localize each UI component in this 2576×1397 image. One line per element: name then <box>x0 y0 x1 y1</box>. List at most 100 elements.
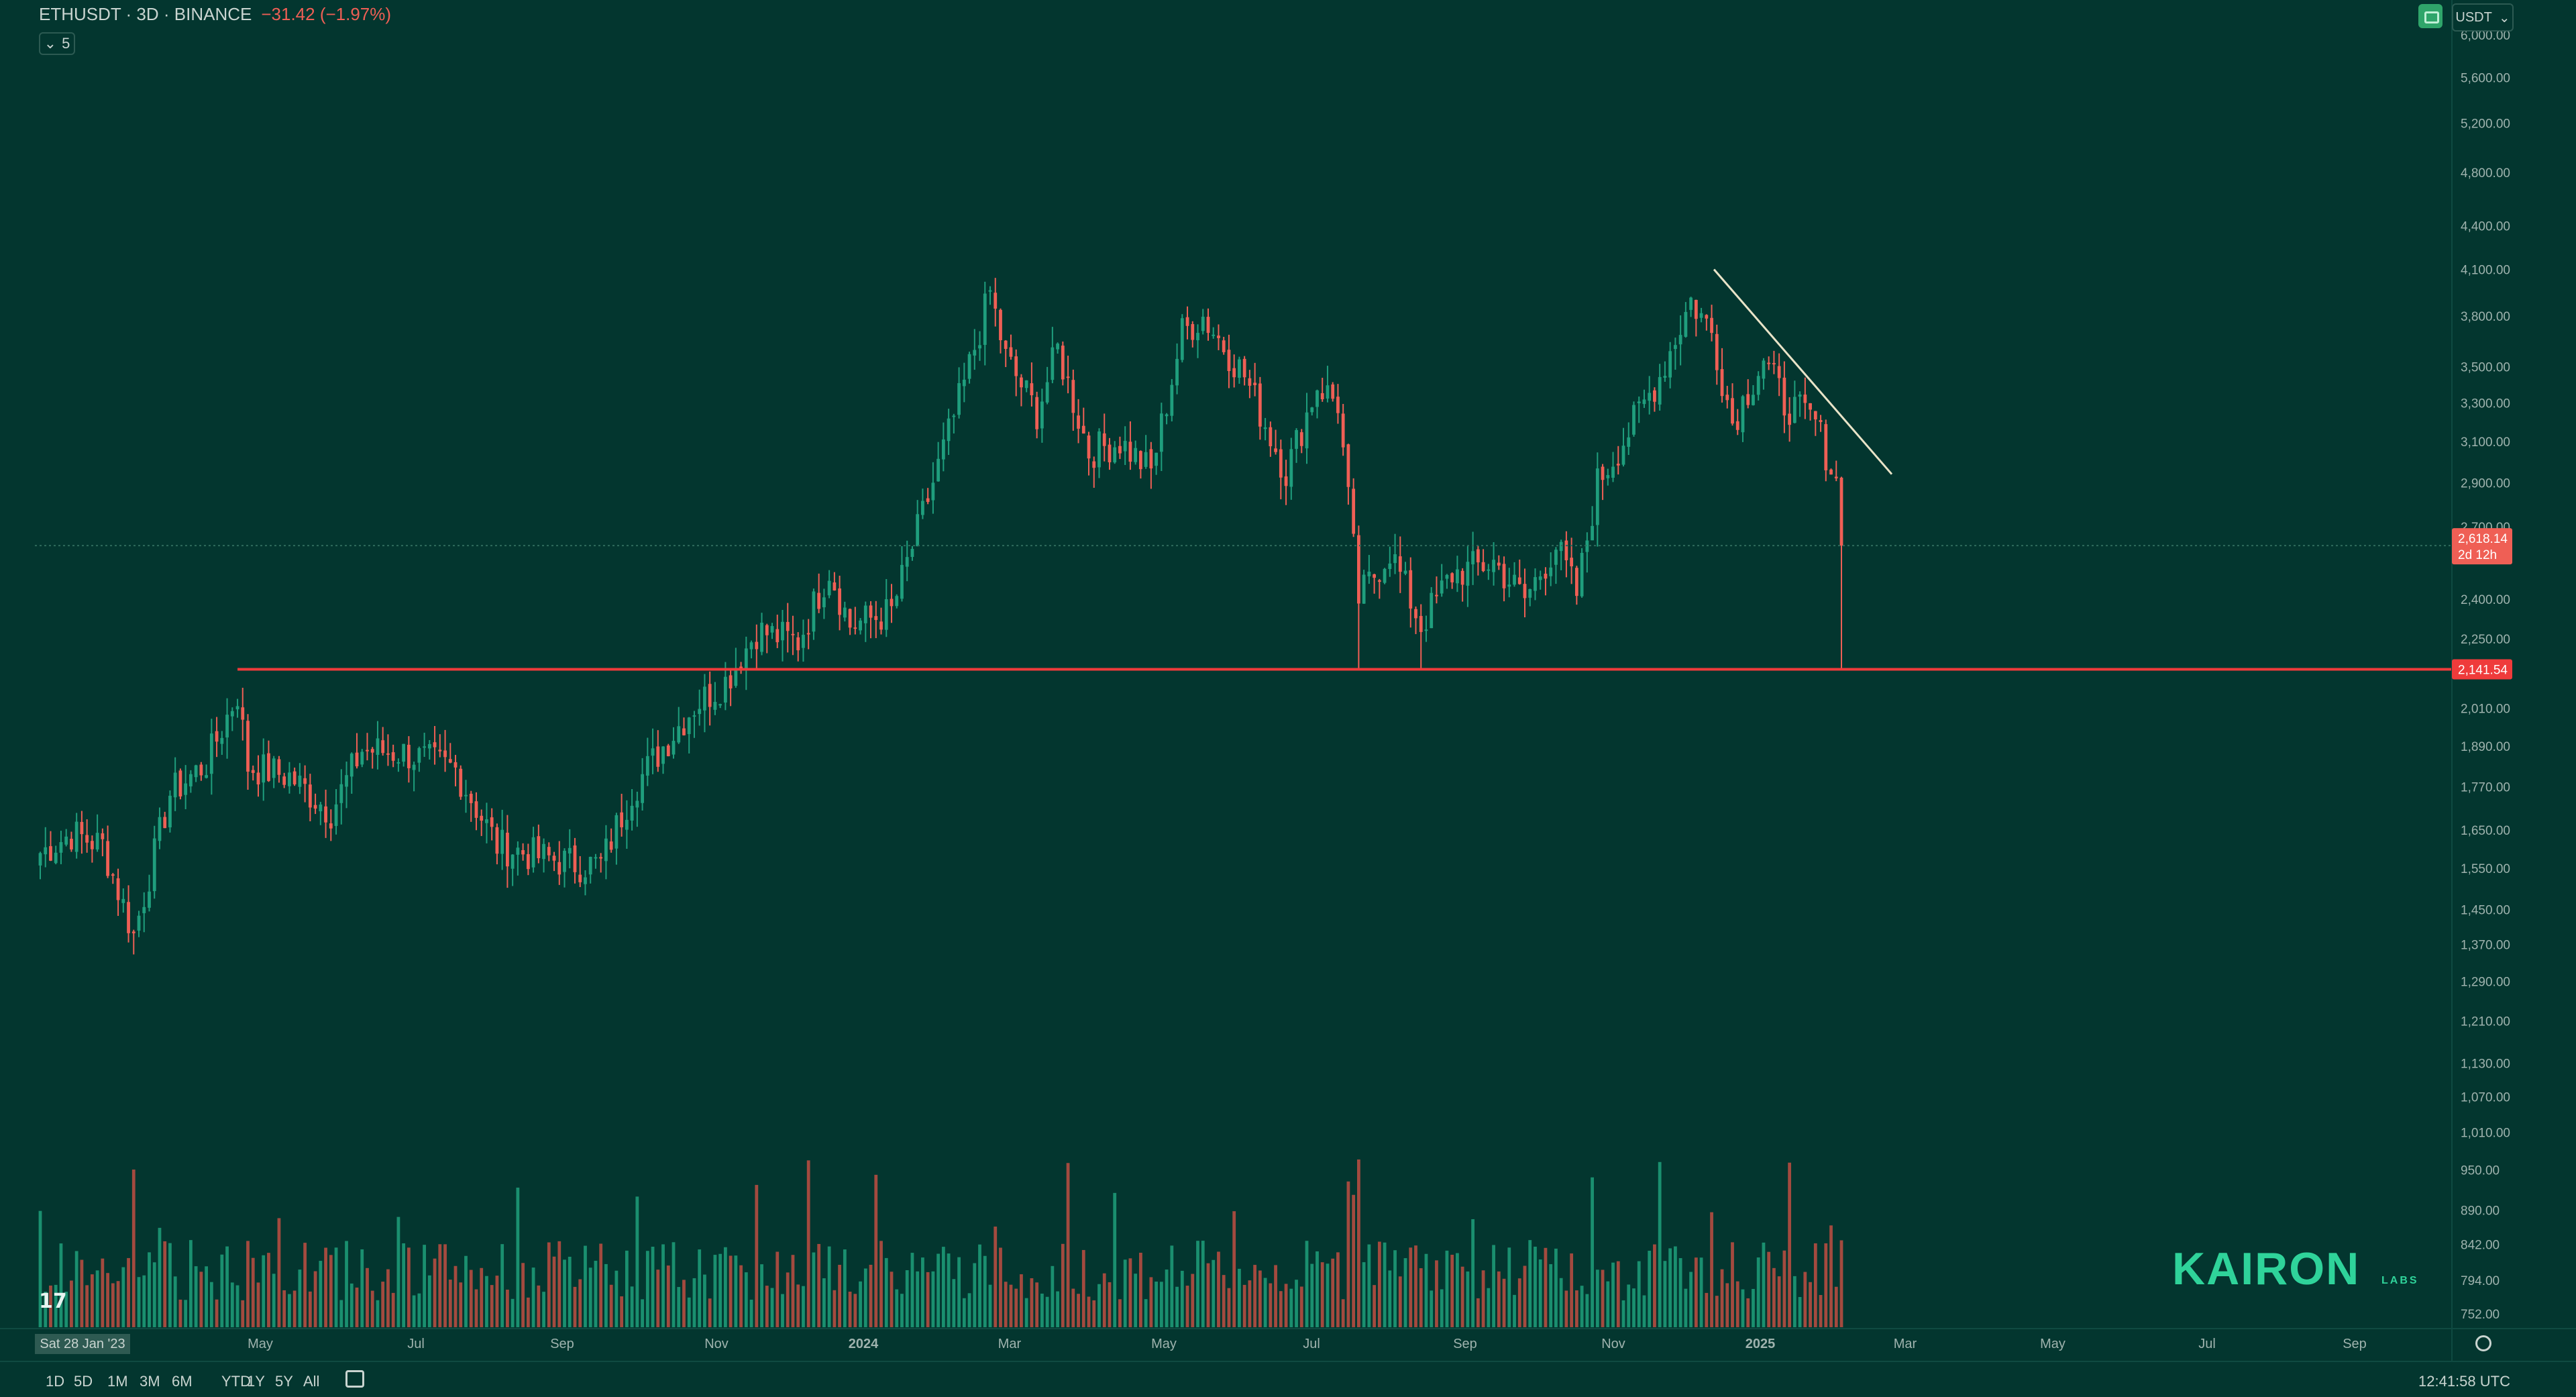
volume-bar <box>1269 1283 1273 1327</box>
candle-body <box>1829 469 1833 475</box>
volume-bar <box>464 1255 468 1327</box>
candle-body <box>786 621 790 631</box>
volume-bar <box>1212 1259 1216 1327</box>
candle-body <box>116 878 120 900</box>
candle-body <box>978 345 981 349</box>
candle-body <box>292 771 297 784</box>
candle-body <box>111 874 115 876</box>
volume-bar <box>1829 1225 1833 1327</box>
candle-body <box>448 759 452 763</box>
timeframe-ytd[interactable]: YTD <box>221 1373 251 1390</box>
candle-body <box>277 759 281 775</box>
candle-body <box>884 599 888 630</box>
y-tick-label: 950.00 <box>2461 1163 2500 1178</box>
volume-bar <box>1045 1296 1049 1327</box>
candle-body <box>967 354 971 379</box>
volume-bar <box>44 1292 48 1327</box>
volume-bar <box>822 1278 826 1327</box>
volume-bar <box>1798 1296 1802 1327</box>
y-tick-label: 1,890.00 <box>2461 740 2510 754</box>
volume-bar <box>874 1174 878 1327</box>
volume-bar <box>225 1246 229 1327</box>
candle-body <box>708 684 712 707</box>
volume-bar <box>973 1263 977 1327</box>
volume-bar <box>1476 1298 1480 1327</box>
gear-icon[interactable] <box>2475 1335 2491 1351</box>
candle-body <box>1466 562 1470 586</box>
timeframe-1m[interactable]: 1M <box>107 1373 128 1390</box>
timeframe-1d[interactable]: 1D <box>46 1373 65 1390</box>
volume-bar <box>1077 1294 1080 1327</box>
candle-body <box>1346 444 1350 487</box>
candle-body <box>734 668 738 686</box>
candle-body <box>1523 584 1527 599</box>
timeframe-5y[interactable]: 5Y <box>275 1373 293 1390</box>
volume-bar <box>329 1255 333 1327</box>
x-tick-label: Mar <box>998 1337 1022 1351</box>
volume-bar <box>433 1258 437 1327</box>
volume-bar <box>744 1272 748 1327</box>
candle-body <box>1326 385 1330 399</box>
price-tags: 2,618.14 2d 12h 2,141.54 <box>2452 528 2512 680</box>
candle-body <box>319 805 323 812</box>
volume-bar <box>1585 1294 1589 1327</box>
timeframe-5d[interactable]: 5D <box>74 1373 93 1390</box>
candle-body <box>1762 360 1766 379</box>
volume-bar <box>1326 1263 1330 1327</box>
candle-body <box>827 580 831 596</box>
volume-bar <box>1591 1177 1594 1327</box>
candle-body <box>874 616 878 620</box>
tradingview-logo[interactable]: 17 <box>39 1290 67 1313</box>
volume-bar <box>905 1270 909 1327</box>
volume-bar <box>1331 1258 1335 1327</box>
volume-bar <box>101 1258 105 1327</box>
y-tick-label: 3,300.00 <box>2461 397 2510 411</box>
candle-body <box>1009 347 1013 357</box>
volume-bar <box>967 1293 971 1327</box>
y-tick-label: 1,130.00 <box>2461 1057 2510 1071</box>
candle-body <box>1689 297 1693 310</box>
volume-bar <box>339 1300 343 1327</box>
volume-bar <box>1185 1286 1189 1327</box>
candle-body <box>1621 446 1625 465</box>
timeframe-1y[interactable]: 1Y <box>247 1373 265 1390</box>
candle-body <box>936 458 941 482</box>
volume-bar <box>895 1289 899 1327</box>
candle-body <box>272 758 276 778</box>
timeframe-6m[interactable]: 6M <box>172 1373 193 1390</box>
candle-body <box>256 772 260 785</box>
calendar-icon[interactable] <box>345 1370 364 1388</box>
candle-body <box>1788 413 1792 425</box>
candle-body <box>1559 541 1563 552</box>
symbol-header[interactable]: ETHUSDT · 3D · BINANCE −31.42 (−1.97%) <box>39 4 391 25</box>
volume-bar <box>106 1273 109 1327</box>
volume-bars <box>38 1159 1843 1327</box>
x-tick-label: Sep <box>1453 1337 1477 1351</box>
volume-bar <box>1139 1252 1142 1327</box>
candle-body <box>1242 358 1246 378</box>
candle-body <box>557 862 561 875</box>
volume-bar <box>319 1261 323 1327</box>
candle-body <box>765 625 769 635</box>
timeframe-3m[interactable]: 3M <box>140 1373 160 1390</box>
timeframe-all[interactable]: All <box>303 1373 320 1390</box>
indicator-toggle[interactable]: ⌄ 5 <box>39 32 75 55</box>
candle-body <box>869 605 873 618</box>
candle-body <box>848 609 852 628</box>
candle-body <box>1632 405 1635 435</box>
candle-body <box>168 795 172 828</box>
volume-bar <box>334 1247 338 1327</box>
candle-body <box>1839 477 1843 546</box>
volume-bar <box>620 1296 624 1327</box>
volume-bar <box>1217 1251 1220 1327</box>
currency-select[interactable]: USDT ⌄ <box>2452 3 2514 32</box>
indicator-count: 5 <box>62 35 70 52</box>
volume-bar <box>863 1268 867 1327</box>
candle-body <box>1367 571 1371 576</box>
snapshot-icon[interactable] <box>2418 4 2443 28</box>
volume-bar <box>137 1277 141 1327</box>
candle-body <box>542 843 545 860</box>
volume-bar <box>1839 1240 1843 1327</box>
candle-body <box>910 549 914 558</box>
